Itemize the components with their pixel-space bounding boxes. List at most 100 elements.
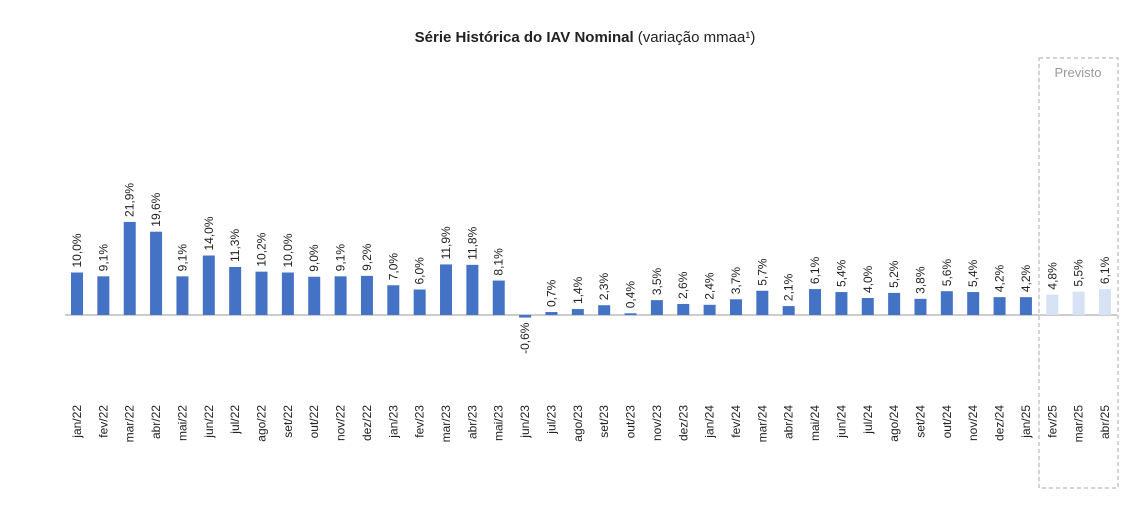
value-label: 4,0% <box>861 265 875 293</box>
bar <box>914 298 927 315</box>
bar <box>729 299 742 315</box>
x-tick-label: abr/22 <box>149 405 163 439</box>
value-label: -0,6% <box>518 322 532 354</box>
title-note: (variação mmaa¹) <box>638 29 756 46</box>
value-label: 0,4% <box>624 281 638 309</box>
bar <box>176 276 189 315</box>
value-label: 3,7% <box>729 267 743 295</box>
x-tick-label: dez/22 <box>360 405 374 441</box>
bar <box>519 315 532 318</box>
bar <box>308 276 321 315</box>
bar <box>387 285 400 315</box>
bar <box>71 272 83 315</box>
x-tick-label: nov/22 <box>334 405 348 441</box>
x-tick-label: jan/22 <box>70 405 84 439</box>
x-tick-label: nov/23 <box>650 405 664 441</box>
value-label: 2,4% <box>703 272 717 300</box>
bar <box>97 276 110 315</box>
value-label: 5,7% <box>755 258 769 286</box>
value-label: 21,9% <box>123 183 137 217</box>
value-label: 4,2% <box>993 264 1007 292</box>
value-label: 5,2% <box>887 260 901 288</box>
forecast-box <box>1038 57 1119 489</box>
value-label: 11,8% <box>465 226 479 259</box>
bar <box>492 280 505 315</box>
x-tick-label: fev/25 <box>1045 405 1059 438</box>
x-tick-label: dez/24 <box>993 405 1007 441</box>
value-label: 9,1% <box>334 244 348 272</box>
bar <box>360 275 373 315</box>
x-tick-label: jan/24 <box>703 405 717 439</box>
bar <box>888 292 901 315</box>
bar <box>861 298 874 315</box>
value-label: 5,4% <box>834 259 848 287</box>
x-tick-label: abr/24 <box>782 405 796 439</box>
x-tick-label: jul/24 <box>861 405 875 435</box>
bar <box>677 303 690 315</box>
chart-title: Série Histórica do IAV Nominal (variação… <box>415 29 756 46</box>
x-tick-label: jan/23 <box>386 405 400 439</box>
x-tick-label: abr/25 <box>1098 405 1112 439</box>
x-tick-label: mai/22 <box>175 405 189 441</box>
x-tick-label: mai/24 <box>808 405 822 441</box>
x-tick-label: mar/24 <box>755 405 769 443</box>
bar <box>809 289 822 315</box>
value-label: 2,3% <box>597 273 611 301</box>
value-label: 1,4% <box>571 276 585 304</box>
value-label: 10,0% <box>281 233 295 267</box>
x-tick-label: abr/23 <box>465 405 479 439</box>
x-tick-label: set/23 <box>597 405 611 438</box>
value-label: 10,0% <box>70 233 84 267</box>
bar <box>440 264 453 315</box>
value-label: 14,0% <box>202 216 216 250</box>
value-label: 6,1% <box>808 256 822 284</box>
bar <box>466 264 479 315</box>
value-label: 3,8% <box>913 266 927 294</box>
value-label: 6,1% <box>1098 256 1112 284</box>
forecast-label: Previsto <box>1055 65 1102 80</box>
bar <box>1019 297 1032 315</box>
x-tick-label: mai/23 <box>492 405 506 441</box>
bar <box>782 306 795 315</box>
bar <box>202 255 215 315</box>
value-label: 6,0% <box>413 257 427 285</box>
x-tick-label: dez/23 <box>676 405 690 441</box>
value-label: 8,1% <box>492 248 506 276</box>
x-tick-label: jul/23 <box>544 405 558 435</box>
value-label: 7,0% <box>386 253 400 281</box>
value-label: 2,1% <box>782 273 796 301</box>
x-tick-label: nov/24 <box>966 405 980 441</box>
bar <box>334 276 347 315</box>
x-tick-label: fev/24 <box>729 405 743 438</box>
x-tick-label: mar/22 <box>123 405 137 443</box>
bar <box>598 305 611 315</box>
x-tick-label: jan/25 <box>1019 405 1033 439</box>
value-label: 9,0% <box>307 244 321 272</box>
bar <box>123 221 136 315</box>
x-tick-label: ago/24 <box>887 405 901 442</box>
value-label: 4,2% <box>1019 264 1033 292</box>
bar <box>571 309 584 315</box>
bar <box>255 271 268 315</box>
x-tick-label: out/22 <box>307 405 321 439</box>
value-label: 3,5% <box>650 267 664 295</box>
bar <box>229 266 242 315</box>
bar <box>1099 289 1111 315</box>
x-tick-label: fev/22 <box>96 405 110 438</box>
value-label: 2,6% <box>676 271 690 299</box>
value-label: 9,2% <box>360 243 374 271</box>
bar <box>703 304 716 315</box>
bar <box>756 290 769 315</box>
bar <box>1046 294 1059 315</box>
title-main: Série Histórica do IAV Nominal <box>415 29 634 46</box>
bar <box>1072 291 1085 315</box>
value-label: 10,2% <box>255 232 269 266</box>
x-tick-label: set/24 <box>913 405 927 438</box>
x-tick-label: ago/22 <box>255 405 269 442</box>
x-tick-label: out/24 <box>940 405 954 439</box>
value-label: 11,9% <box>439 226 453 259</box>
value-label: 9,1% <box>96 244 110 272</box>
bar <box>940 291 953 315</box>
x-tick-label: mar/25 <box>1072 405 1086 443</box>
